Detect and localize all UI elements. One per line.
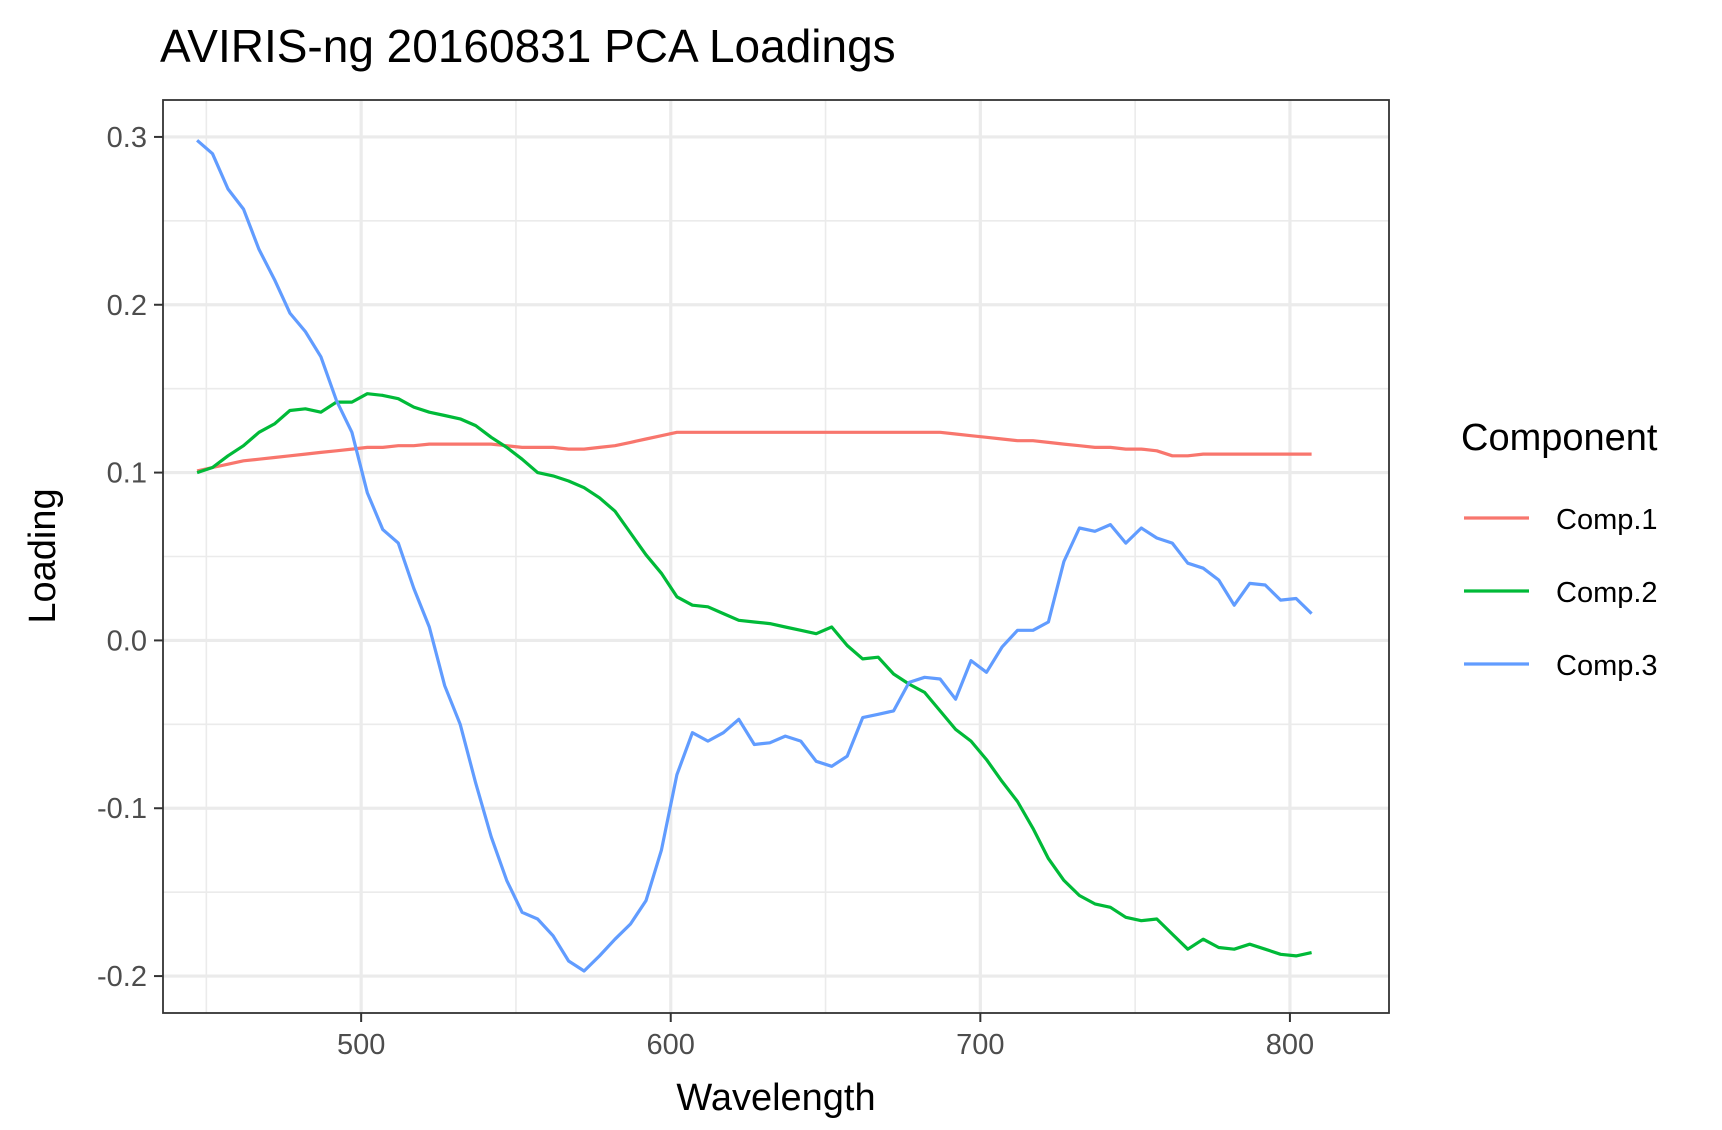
y-tick-label: 0.2 xyxy=(107,290,147,322)
legend-item-comp-2: Comp.2 xyxy=(1464,577,1658,609)
series-line-comp-3 xyxy=(196,139,1313,973)
y-axis-title: Loading xyxy=(22,488,64,623)
x-tick-label: 700 xyxy=(956,1029,1004,1061)
legend-label: Comp.2 xyxy=(1556,577,1658,609)
y-axis: -0.2 -0.1 0.0 0.1 0.2 0.3 xyxy=(97,122,163,993)
series-line-comp-2 xyxy=(196,392,1312,958)
legend-label: Comp.3 xyxy=(1556,650,1658,682)
legend-title: Component xyxy=(1461,417,1658,459)
legend-items: Comp.1 Comp.2 Comp.3 xyxy=(1464,504,1658,682)
plot-panel xyxy=(162,99,1390,1014)
x-axis: 500 600 700 800 xyxy=(337,1013,1314,1061)
legend-label: Comp.1 xyxy=(1556,504,1658,536)
y-tick-label: 0.0 xyxy=(107,625,147,657)
y-tick-label: 0.1 xyxy=(107,458,147,490)
panel-border xyxy=(162,99,1390,1014)
x-tick-label: 800 xyxy=(1266,1029,1314,1061)
x-axis-title: Wavelength xyxy=(676,1077,875,1119)
major-gridlines xyxy=(163,100,1389,1013)
chart-title: AVIRIS-ng 20160831 PCA Loadings xyxy=(160,20,896,72)
x-tick-label: 600 xyxy=(647,1029,695,1061)
legend-item-comp-3: Comp.3 xyxy=(1464,650,1658,682)
minor-gridlines xyxy=(163,100,1389,1013)
legend: Component Comp.1 Comp.2 Comp.3 xyxy=(1461,417,1658,682)
y-tick-label: 0.3 xyxy=(107,122,147,154)
x-tick-label: 500 xyxy=(337,1029,385,1061)
y-tick-label: -0.1 xyxy=(97,793,147,825)
series-line-comp-1 xyxy=(196,430,1312,473)
series-lines xyxy=(196,139,1313,973)
y-tick-label: -0.2 xyxy=(97,961,147,993)
legend-item-comp-1: Comp.1 xyxy=(1464,504,1658,536)
